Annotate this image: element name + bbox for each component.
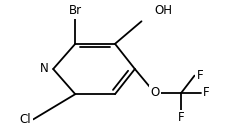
Text: Br: Br [68, 4, 82, 17]
Text: OH: OH [154, 4, 172, 17]
Text: F: F [196, 69, 202, 82]
Text: OH: OH [154, 4, 172, 17]
Text: N: N [40, 63, 49, 75]
Text: Cl: Cl [19, 113, 31, 126]
Text: O: O [150, 86, 159, 99]
Text: F: F [196, 69, 202, 82]
Text: N: N [40, 63, 49, 75]
Text: F: F [177, 111, 184, 124]
Text: Br: Br [68, 4, 82, 17]
Text: O: O [150, 86, 159, 99]
Text: F: F [202, 86, 209, 99]
Text: F: F [177, 111, 184, 124]
Text: Cl: Cl [19, 113, 31, 126]
Text: F: F [202, 86, 209, 99]
